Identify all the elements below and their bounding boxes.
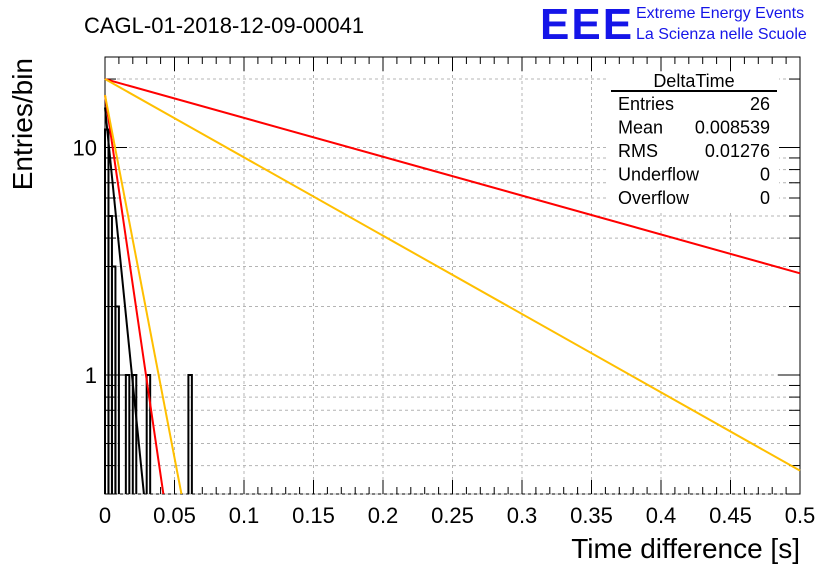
fit-curves <box>104 78 801 495</box>
stats-label: RMS <box>618 141 658 161</box>
stats-title: DeltaTime <box>653 71 734 91</box>
x-tick-label: 0.3 <box>507 503 538 528</box>
fit-curve <box>104 94 165 495</box>
histogram-bar <box>114 305 120 494</box>
logo-mark: EEE <box>540 0 634 49</box>
stats-label: Overflow <box>618 188 690 208</box>
histogram <box>104 128 193 494</box>
x-tick-label: 0 <box>99 503 111 528</box>
stats-box-background <box>609 72 779 210</box>
eee-logo: EEE Extreme Energy Events La Scienza nel… <box>540 0 807 49</box>
stats-label: Entries <box>618 94 674 114</box>
stats-label: Mean <box>618 118 663 138</box>
stats-value: 0 <box>760 165 770 185</box>
logo-line2: La Scienza nelle Scuole <box>636 26 807 43</box>
fit-curve <box>104 107 145 495</box>
x-tick-label: 0.1 <box>229 503 260 528</box>
histogram-bar <box>187 374 193 494</box>
y-tick-label: 1 <box>85 363 97 388</box>
histogram-bar <box>145 374 152 494</box>
y-axis-title: Entries/bin <box>7 58 38 190</box>
logo-line1: Extreme Energy Events <box>636 5 804 22</box>
histogram-bar <box>124 374 131 494</box>
x-tick-labels: 0 0.05 0.1 0.15 0.2 0.25 0.3 0.35 0.4 0.45 0.5 <box>99 503 815 528</box>
y-tick-label: 10 <box>73 136 97 161</box>
x-tick-label: 0.35 <box>570 503 613 528</box>
stats-box: DeltaTime Entries 26 Mean 0.008539 RMS 0.0127… <box>609 71 779 210</box>
x-tick-label: 0.05 <box>153 503 196 528</box>
fit-curve <box>104 94 183 495</box>
x-tick-label: 0.25 <box>431 503 474 528</box>
fit-curve <box>104 78 801 472</box>
stats-rows: Entries 26 Mean 0.008539 RMS 0.01276Underflow… <box>618 94 770 208</box>
grid <box>105 57 800 495</box>
stats-value: 0.01276 <box>705 141 770 161</box>
x-tick-label: 0.4 <box>646 503 677 528</box>
fit-curve <box>104 78 801 275</box>
chart-title: CAGL-01-2018-12-09-00041 <box>84 13 364 38</box>
histogram-bar <box>131 374 138 494</box>
stats-value: 26 <box>750 94 770 114</box>
x-tick-label: 0.45 <box>709 503 752 528</box>
x-tick-label: 0.5 <box>785 503 816 528</box>
x-tick-label: 0.15 <box>292 503 335 528</box>
stats-value: 0 <box>760 188 770 208</box>
x-tick-label: 0.2 <box>368 503 399 528</box>
stats-label: Underflow <box>618 165 700 185</box>
x-axis-title: Time difference [s] <box>571 533 800 564</box>
y-tick-labels: 1 10 <box>73 136 97 389</box>
stats-value: 0.008539 <box>695 118 770 138</box>
